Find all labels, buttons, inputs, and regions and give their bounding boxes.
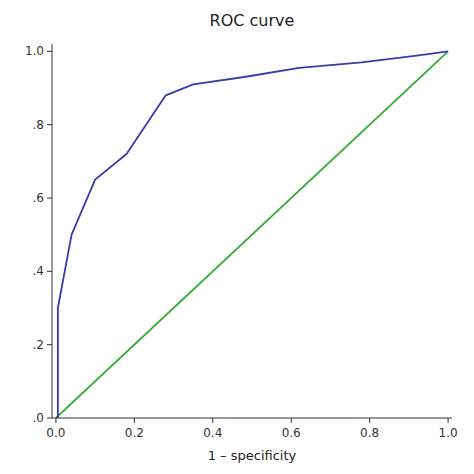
y-tick-label: 1.0 [25, 44, 44, 58]
x-tick [134, 418, 135, 423]
series-group [56, 51, 448, 418]
y-tick-label: .2 [33, 338, 44, 352]
x-tick [212, 418, 213, 423]
plot-area [52, 44, 452, 418]
y-axis-line [52, 44, 53, 418]
x-tick [291, 418, 292, 423]
chart-title: ROC curve [210, 11, 295, 30]
x-tick [55, 418, 56, 423]
x-tick [369, 418, 370, 423]
y-tick [47, 51, 52, 52]
y-tick-label: .0 [33, 411, 44, 425]
y-tick-label: .6 [33, 191, 44, 205]
x-tick [448, 418, 449, 423]
x-tick-label: 0.2 [125, 426, 144, 440]
series-line [56, 51, 448, 418]
x-axis-label: 1 – specificity [208, 448, 297, 463]
x-axis-line [52, 418, 452, 419]
y-tick [47, 124, 52, 125]
x-tick-label: 1.0 [439, 426, 458, 440]
x-tick-label: 0.8 [360, 426, 379, 440]
y-tick [47, 198, 52, 199]
y-tick-label: .4 [33, 264, 44, 278]
x-tick-label: 0.6 [282, 426, 301, 440]
chart-container: 0.0 0.2 0.4 0.6 0.8 1.0 .0 .2 .4 .6 .8 1.0 ROC curve… [0, 0, 474, 474]
y-tick [47, 418, 52, 419]
y-tick-label: .8 [33, 118, 44, 132]
chart-svg: 0.0 0.2 0.4 0.6 0.8 1.0 .0 .2 .4 .6 .8 1.0 ROC curve… [0, 0, 474, 474]
x-tick-label: 0.0 [46, 426, 65, 440]
series-line [56, 51, 448, 418]
axes: 0.0 0.2 0.4 0.6 0.8 1.0 .0 .2 .4 .6 .8 1.0 [25, 44, 458, 440]
y-tick [47, 344, 52, 345]
y-tick [47, 271, 52, 272]
x-tick-label: 0.4 [203, 426, 222, 440]
